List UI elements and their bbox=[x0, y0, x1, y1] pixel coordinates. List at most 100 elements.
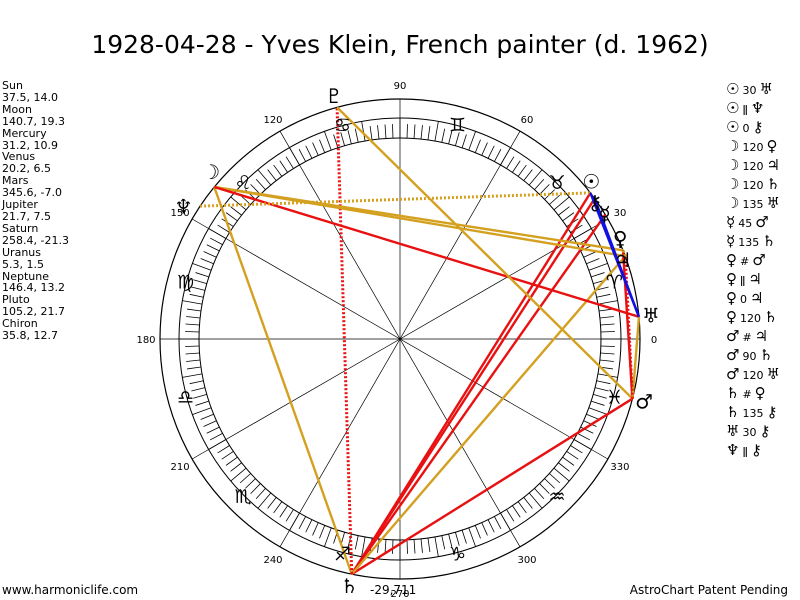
aspect-type: 135 bbox=[742, 198, 764, 211]
zodiac-sign-glyph: ♋ bbox=[334, 115, 351, 137]
aspect-line bbox=[335, 107, 354, 575]
aspect-type: # bbox=[742, 331, 752, 344]
site-link[interactable]: www.harmoniclife.com bbox=[2, 583, 139, 597]
degree-tick bbox=[599, 316, 614, 319]
degree-tick bbox=[506, 156, 515, 169]
planet-glyph: ☿ bbox=[598, 202, 610, 226]
degree-tick bbox=[549, 194, 561, 205]
degree-label: 180 bbox=[136, 335, 155, 346]
degree-tick bbox=[553, 467, 570, 482]
degree-tick bbox=[539, 184, 550, 195]
degree-tick bbox=[474, 139, 481, 153]
degree-label: 0 bbox=[651, 335, 657, 346]
aspect-row: ♂ # ♃ bbox=[726, 327, 780, 346]
degree-label: 330 bbox=[610, 462, 629, 473]
degree-tick bbox=[203, 420, 217, 427]
degree-tick bbox=[187, 308, 202, 312]
patent-notice: AstroChart Patent Pending bbox=[629, 583, 788, 597]
aspect-row: ☉ 0 ⚷ bbox=[726, 118, 780, 137]
planet-name: Venus bbox=[2, 150, 36, 164]
degree-tick bbox=[182, 373, 203, 378]
degree-labels: 0 30 60 90 120 150 180 210 240 270 300 330 bbox=[136, 81, 657, 600]
aspect-planet-1-glyph: ♀ bbox=[726, 289, 737, 307]
aspect-planet-1-glyph: ♂ bbox=[726, 346, 740, 364]
aspect-planet-1-glyph: ☽ bbox=[726, 137, 740, 155]
degree-tick bbox=[347, 130, 352, 145]
degree-tick bbox=[528, 492, 543, 509]
degree-label: 30 bbox=[614, 208, 627, 219]
degree-tick bbox=[298, 516, 306, 530]
chart-code: -29,711 bbox=[370, 583, 417, 597]
aspect-planet-2-glyph: ♄ bbox=[759, 346, 773, 364]
planet-name: Mercury bbox=[2, 126, 47, 140]
degree-tick bbox=[420, 538, 423, 553]
aspect-line bbox=[213, 186, 353, 575]
aspect-list: ☉ 30 ♅ ☉ ǁ ♆ ☉ 0 ⚷ ☽ 120 ♀ ☽ 120 ♃ ☽ 120 ♄ ☽ 135 ♅ ☿ 45 ♂ ☿ 135 ♄ ♀… bbox=[726, 80, 780, 460]
degree-label: 270 bbox=[390, 589, 409, 600]
degree-tick bbox=[494, 148, 502, 162]
degree-tick bbox=[596, 293, 611, 298]
aspect-planet-2-glyph: ♅ bbox=[766, 365, 780, 383]
aspect-row: ♂ 120 ♅ bbox=[726, 365, 780, 384]
degree-tick bbox=[225, 456, 238, 466]
aspect-line bbox=[631, 316, 641, 399]
degree-tick bbox=[192, 407, 212, 415]
degree-tick bbox=[312, 142, 319, 156]
degree-tick bbox=[583, 251, 597, 258]
aspect-type: 120 bbox=[742, 141, 764, 154]
aspect-row: ☽ 120 ♄ bbox=[726, 175, 780, 194]
degree-tick bbox=[553, 196, 570, 211]
degree-tick bbox=[427, 126, 431, 141]
degree-tick bbox=[441, 535, 446, 550]
aspect-planet-2-glyph: ♄ bbox=[764, 308, 778, 326]
degree-tick bbox=[257, 169, 272, 186]
aspect-row: ☿ 135 ♄ bbox=[726, 232, 780, 251]
aspect-row: ♅ 30 ⚷ bbox=[726, 422, 780, 441]
degree-label: 90 bbox=[394, 81, 407, 92]
degree-tick bbox=[273, 164, 283, 177]
degree-label: 120 bbox=[263, 115, 282, 126]
planet-glyph: ♇ bbox=[325, 84, 343, 108]
degree-tick bbox=[279, 160, 288, 173]
aspect-planet-2-glyph: ♄ bbox=[766, 175, 780, 193]
degree-tick bbox=[455, 532, 460, 546]
aspect-planet-1-glyph: ♂ bbox=[726, 327, 740, 345]
planet-name: Sun bbox=[2, 79, 23, 92]
aspect-planet-2-glyph: ♅ bbox=[759, 80, 773, 98]
zodiac-sign-glyph: ♎ bbox=[177, 386, 194, 408]
degree-tick bbox=[600, 352, 615, 355]
degree-tick bbox=[225, 212, 238, 222]
degree-tick bbox=[580, 426, 594, 434]
degree-tick bbox=[354, 128, 359, 143]
degree-tick bbox=[298, 148, 306, 162]
aspect-line bbox=[213, 185, 640, 318]
degree-tick bbox=[597, 300, 618, 305]
degree-tick bbox=[487, 519, 495, 533]
aspect-row: ☽ 120 ♀ bbox=[726, 137, 780, 156]
zodiac-sign-glyph: ♐ bbox=[334, 543, 351, 565]
degree-tick bbox=[257, 492, 272, 509]
planet-name: Pluto bbox=[2, 293, 30, 307]
aspect-row: ☉ 30 ♅ bbox=[726, 80, 780, 99]
aspect-row: ♀ 120 ♄ bbox=[726, 308, 780, 327]
degree-tick bbox=[517, 164, 527, 177]
aspect-line bbox=[621, 249, 627, 257]
degree-tick bbox=[427, 537, 431, 552]
degree-tick bbox=[230, 462, 242, 472]
degree-tick bbox=[588, 407, 608, 415]
degree-tick bbox=[506, 509, 515, 522]
degree-tick bbox=[512, 160, 521, 173]
aspect-planet-1-glyph: ☉ bbox=[726, 80, 740, 98]
degree-tick bbox=[255, 178, 266, 190]
aspect-type: 0 bbox=[742, 122, 750, 135]
degree-tick bbox=[239, 473, 251, 484]
aspect-planet-1-glyph: ♄ bbox=[726, 403, 740, 421]
degree-tick bbox=[285, 156, 294, 169]
aspect-type: 135 bbox=[742, 407, 764, 420]
aspect-planet-1-glyph: ♅ bbox=[726, 422, 740, 440]
zodiac-sign-glyph: ♈ bbox=[606, 272, 623, 294]
degree-tick bbox=[384, 539, 387, 554]
planet-values: 5.3, 1.5 bbox=[2, 257, 44, 271]
aspect-line bbox=[214, 185, 626, 258]
degree-tick bbox=[200, 258, 214, 265]
